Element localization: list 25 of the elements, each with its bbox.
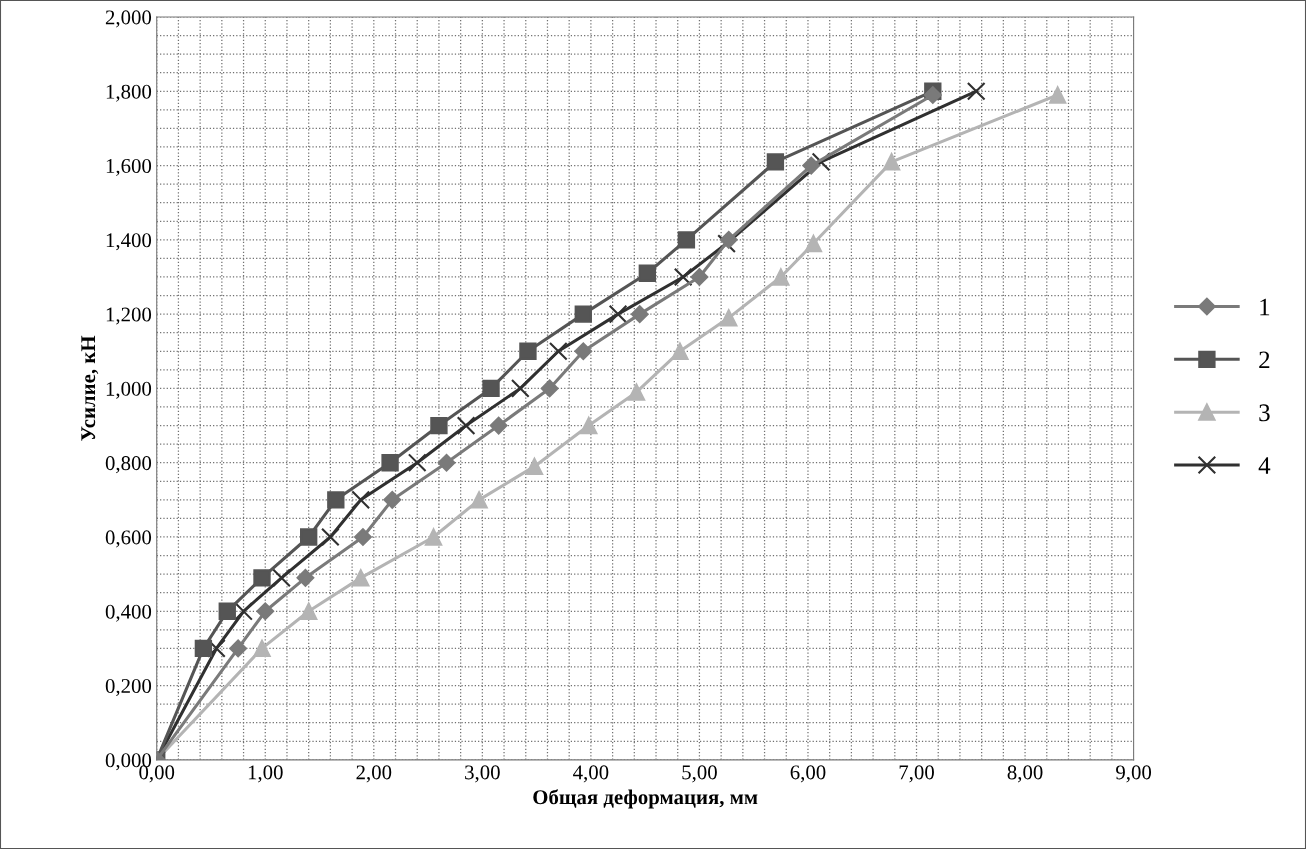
- y-tick-label: 1,600: [106, 158, 152, 176]
- x-tick-label: 1,00: [248, 765, 283, 783]
- legend-label: 4: [1258, 457, 1271, 474]
- legend-label: 1: [1260, 298, 1270, 316]
- y-tick-label: 2,000: [105, 10, 152, 28]
- legend-label: 3: [1259, 404, 1270, 422]
- y-tick-label: 0,400: [105, 604, 152, 622]
- legend-label: 2: [1259, 351, 1270, 369]
- y-tick-label: 0,200: [105, 678, 152, 696]
- x-tick-label: 5,00: [682, 765, 717, 783]
- x-tick-label: 4,00: [573, 765, 609, 783]
- y-tick-label: 1,800: [106, 84, 152, 102]
- y-tick-label: 1,200: [106, 307, 152, 325]
- x-axis-title: Общая деформация, мм: [533, 789, 758, 809]
- y-tick-label: 1,000: [106, 381, 152, 399]
- y-tick-label: 0,800: [105, 456, 152, 474]
- x-tick-label: 8,00: [1007, 765, 1043, 783]
- y-tick-label: 0,600: [105, 530, 152, 548]
- x-tick-label: 6,00: [790, 765, 826, 783]
- x-tick-label: 2,00: [356, 765, 392, 783]
- x-tick-label: 7,00: [899, 765, 934, 783]
- x-tick-label: 3,00: [465, 765, 500, 783]
- x-tick-label: 9,00: [1116, 765, 1152, 783]
- y-axis-title: Усилие, кН: [81, 335, 99, 441]
- y-tick-label: 1,400: [106, 233, 152, 251]
